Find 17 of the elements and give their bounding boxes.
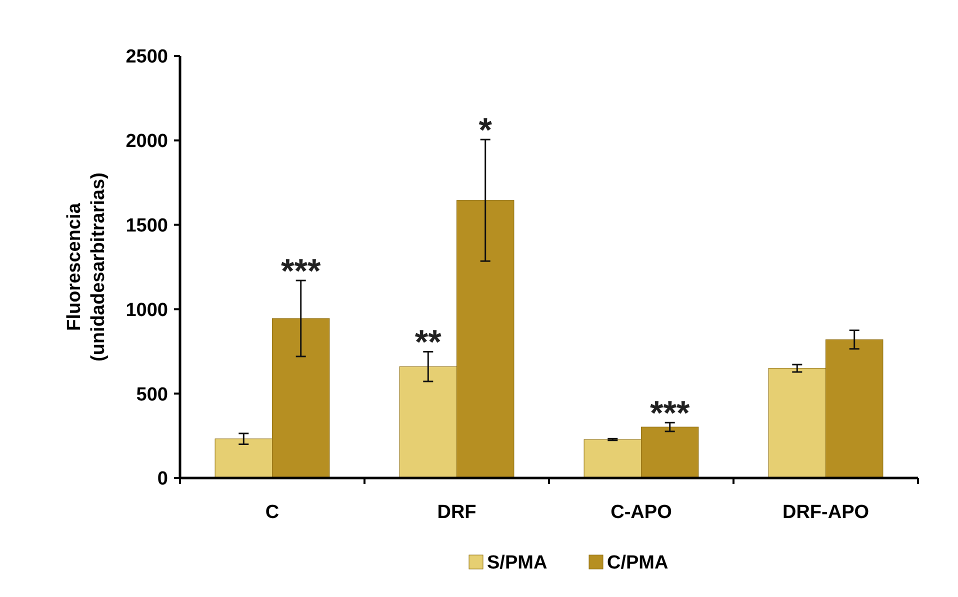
y-tick-label: 2000 xyxy=(126,131,168,152)
y-axis-title: Fluorescencia (unidadesarbitrarias) xyxy=(64,172,109,362)
x-tick-label: C xyxy=(265,502,280,523)
annotation: * xyxy=(478,111,493,150)
x-tick-label: C-APO xyxy=(610,502,672,523)
y-tick-label: 2500 xyxy=(126,46,168,68)
y-tick-label: 500 xyxy=(136,384,168,406)
legend-label: C/PMA xyxy=(607,552,668,574)
y-tick-label: 0 xyxy=(157,468,168,490)
x-tick-label: DRF xyxy=(437,502,476,523)
annotation: *** xyxy=(650,394,690,432)
annotation: *** xyxy=(280,252,322,290)
legend-label: S/PMA xyxy=(487,552,548,574)
x-tick-label: DRF-APO xyxy=(782,502,870,523)
y-tick-label: 1000 xyxy=(126,300,168,321)
y-tick-label: 1500 xyxy=(126,215,168,236)
annotation: ** xyxy=(414,324,442,362)
